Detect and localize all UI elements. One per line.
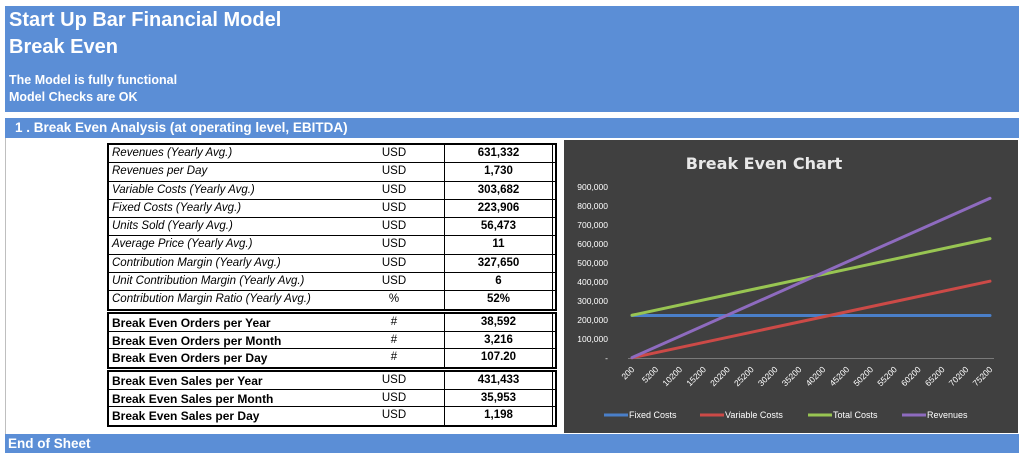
y-tick-label: 600,000	[577, 239, 608, 249]
y-tick-label: 500,000	[577, 258, 608, 268]
legend-label: Total Costs	[833, 410, 878, 420]
row-value: 52%	[444, 291, 553, 310]
model-checks-note: Model Checks are OK	[9, 90, 138, 104]
row-value: 6	[444, 273, 553, 291]
row-label: Units Sold (Yearly Avg.)	[112, 220, 233, 233]
row-unit: USD	[381, 374, 407, 386]
table-row: Variable Costs (Yearly Avg.) USD 303,682	[109, 181, 555, 200]
row-value: 3,216	[444, 331, 553, 349]
series-line	[630, 279, 992, 360]
row-label: Contribution Margin Ratio (Yearly Avg.)	[112, 293, 311, 306]
row-label: Break Even Sales per Month	[112, 391, 274, 406]
break-even-sales-table: Break Even Sales per Year USD 431,433 Break…	[107, 370, 557, 427]
row-label: Average Price (Yearly Avg.)	[112, 238, 253, 251]
y-tick-label: -	[605, 353, 608, 363]
section-header: 1 . Break Even Analysis (at operating le…	[5, 118, 1019, 138]
row-value: 631,332	[444, 145, 553, 163]
row-unit: #	[390, 351, 398, 364]
series-line	[630, 196, 992, 360]
row-value: 431,433	[444, 372, 553, 389]
row-unit: USD	[381, 409, 407, 422]
table-row: Break Even Orders per Month #3,216	[109, 331, 555, 350]
table-row: Units Sold (Yearly Avg.) USD 56,473	[109, 218, 555, 237]
break-even-chart-svg: Break Even Chart - 100,000 200,000 300,000 40…	[564, 140, 1018, 433]
row-label: Revenues per Day	[112, 165, 208, 178]
y-tick-label: 700,000	[577, 220, 608, 230]
legend-label: Revenues	[927, 410, 968, 420]
row-value: 1,730	[444, 163, 553, 181]
y-tick-label: 200,000	[577, 315, 608, 325]
sheet-header: Start Up Bar Financial Model Break Even …	[5, 6, 1019, 112]
row-label: Contribution Margin (Yearly Avg.)	[112, 256, 281, 269]
chart-title: Break Even Chart	[686, 154, 843, 173]
legend-label: Fixed Costs	[629, 410, 677, 420]
end-of-sheet-label: End of Sheet	[8, 436, 91, 451]
row-label: Unit Contribution Margin (Yearly Avg.)	[112, 275, 305, 288]
row-value: 1,198	[444, 407, 553, 425]
row-unit: USD	[381, 391, 407, 404]
row-unit: #	[390, 333, 398, 346]
sheet-subtitle: Break Even	[9, 36, 118, 58]
table-row: Revenues per Day USD 1,730	[109, 163, 555, 182]
y-tick-label: 400,000	[577, 277, 608, 287]
row-value: 38,592	[444, 314, 553, 331]
table-row: Fixed Costs (Yearly Avg.) USD 223,906	[109, 199, 555, 219]
sheet-left-border	[5, 138, 6, 434]
row-unit: USD	[381, 238, 407, 251]
row-unit: USD	[381, 256, 407, 269]
row-label: Fixed Costs (Yearly Avg.)	[112, 201, 242, 214]
table-row: Contribution Margin Ratio (Yearly Avg.)%…	[109, 291, 555, 310]
table-row: Unit Contribution Margin (Yearly Avg.) US…	[109, 273, 555, 292]
row-value: 223,906	[444, 199, 553, 218]
table-row: Break Even Sales per Month USD 35,953	[109, 389, 555, 408]
row-label: Break Even Orders per Month	[112, 333, 282, 348]
table-row: Break Even Orders per Day #107.20	[109, 349, 555, 367]
table-row: Revenues (Yearly Avg.) USD 631,332	[109, 145, 555, 164]
table-row: Contribution Margin (Yearly Avg.) USD 327,…	[109, 254, 555, 274]
row-unit: USD	[381, 220, 407, 233]
model-title: Start Up Bar Financial Model	[9, 9, 282, 31]
row-value: 56,473	[444, 218, 553, 236]
row-unit: %	[388, 293, 400, 306]
row-value: 303,682	[444, 181, 553, 199]
y-tick-label: 900,000	[577, 182, 608, 192]
y-tick-label: 300,000	[577, 296, 608, 306]
row-unit: USD	[381, 147, 407, 159]
table-row: Break Even Sales per Year USD 431,433	[109, 372, 555, 390]
row-value: 327,650	[444, 254, 553, 273]
row-value: 107.20	[444, 349, 553, 367]
row-value: 35,953	[444, 389, 553, 407]
model-status-note: The Model is fully functional	[9, 73, 178, 87]
row-unit: USD	[381, 201, 407, 214]
break-even-orders-table: Break Even Orders per Year #38,592 Break E…	[107, 312, 557, 369]
row-unit: USD	[381, 165, 407, 178]
row-label: Revenues (Yearly Avg.)	[112, 147, 233, 159]
row-value: 11	[444, 236, 553, 254]
row-label: Break Even Sales per Day	[112, 409, 260, 424]
row-label: Break Even Orders per Year	[112, 316, 271, 330]
sheet-footer: End of Sheet	[5, 434, 1019, 453]
row-unit: #	[390, 316, 398, 328]
row-unit: USD	[381, 183, 407, 196]
table-row: Average Price (Yearly Avg.) USD 11	[109, 236, 555, 255]
y-tick-label: 100,000	[577, 334, 608, 344]
cost-revenue-table: Revenues (Yearly Avg.) USD 631,332 Revenues…	[107, 143, 557, 311]
table-row: Break Even Sales per Day USD 1,198	[109, 407, 555, 425]
section-title: 1 . Break Even Analysis (at operating le…	[15, 120, 348, 135]
y-tick-label: 800,000	[577, 201, 608, 211]
legend-label: Variable Costs	[725, 410, 783, 420]
table-row: Break Even Orders per Year #38,592	[109, 314, 555, 332]
break-even-chart: Break Even Chart - 100,000 200,000 300,000 40…	[564, 140, 1018, 433]
row-label: Break Even Orders per Day	[112, 351, 268, 366]
row-label: Break Even Sales per Year	[112, 374, 263, 388]
row-unit: USD	[381, 275, 407, 288]
row-label: Variable Costs (Yearly Avg.)	[112, 183, 255, 196]
